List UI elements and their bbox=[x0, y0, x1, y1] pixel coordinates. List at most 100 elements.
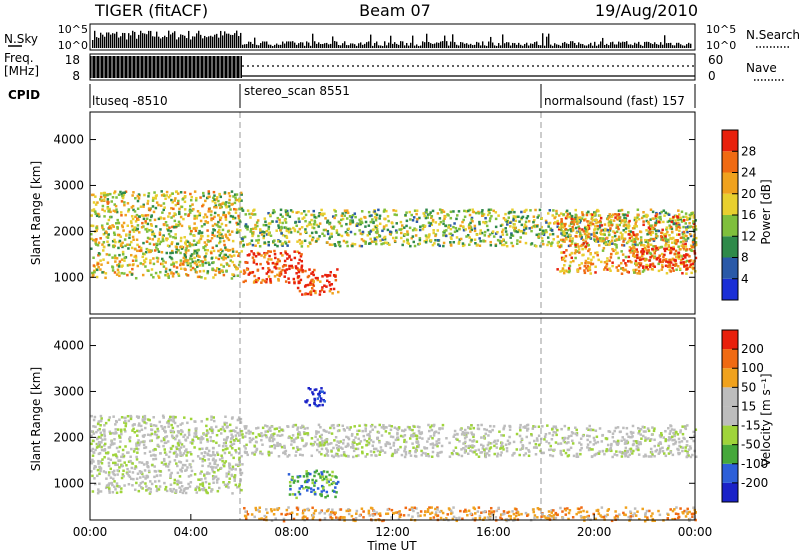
heatmap-cell bbox=[231, 492, 234, 495]
heatmap-cell bbox=[353, 425, 356, 428]
heatmap-cell bbox=[447, 225, 450, 229]
heatmap-cell bbox=[136, 447, 140, 451]
heatmap-cell bbox=[230, 429, 233, 433]
heatmap-cell bbox=[535, 244, 538, 248]
heatmap-cell bbox=[518, 453, 521, 457]
heatmap-cell bbox=[280, 445, 284, 449]
freq-tick-bottom: 8 bbox=[72, 69, 80, 83]
heatmap-cell bbox=[475, 453, 478, 456]
heatmap-cell bbox=[641, 252, 644, 256]
heatmap-cell bbox=[624, 223, 628, 227]
heatmap-cell bbox=[172, 487, 176, 491]
heatmap-cell bbox=[548, 221, 552, 225]
heatmap-cell bbox=[463, 209, 466, 213]
heatmap-cell bbox=[144, 265, 147, 268]
heatmap-cell bbox=[615, 243, 618, 247]
heatmap-cell bbox=[164, 197, 167, 200]
heatmap-cell bbox=[313, 223, 316, 226]
heatmap-cell bbox=[297, 280, 301, 283]
heatmap-cell bbox=[449, 227, 453, 231]
heatmap-cell bbox=[659, 235, 663, 238]
heatmap-cell bbox=[306, 433, 310, 437]
heatmap-cell bbox=[120, 214, 123, 217]
heatmap-cell bbox=[127, 210, 130, 213]
heatmap-cell bbox=[324, 475, 328, 479]
heatmap-cell bbox=[171, 426, 175, 430]
heatmap-cell bbox=[483, 221, 487, 225]
heatmap-cell bbox=[677, 437, 681, 441]
heatmap-cell bbox=[203, 223, 206, 226]
heatmap-cell bbox=[606, 257, 609, 260]
heatmap-cell bbox=[690, 249, 694, 253]
heatmap-cell bbox=[434, 238, 437, 242]
heatmap-cell bbox=[91, 209, 94, 212]
heatmap-cell bbox=[685, 272, 688, 275]
heatmap-cell bbox=[225, 475, 228, 478]
heatmap-cell bbox=[424, 216, 428, 220]
heatmap-cell bbox=[220, 256, 224, 260]
heatmap-cell bbox=[447, 224, 451, 227]
heatmap-cell bbox=[160, 439, 163, 443]
heatmap-cell bbox=[105, 235, 109, 239]
heatmap-cell bbox=[159, 228, 162, 231]
heatmap-cell bbox=[468, 208, 471, 212]
heatmap-cell bbox=[267, 211, 270, 215]
nsky-bar bbox=[498, 43, 500, 48]
heatmap-cell bbox=[657, 220, 661, 224]
nsky-bar bbox=[284, 43, 286, 48]
heatmap-cell bbox=[200, 470, 203, 473]
nsky-bar bbox=[380, 45, 382, 48]
heatmap-cell bbox=[467, 452, 470, 455]
heatmap-cell bbox=[533, 224, 537, 227]
heatmap-cell bbox=[672, 236, 675, 240]
heatmap-cell bbox=[133, 226, 137, 229]
heatmap-cell bbox=[596, 224, 600, 228]
heatmap-cell bbox=[402, 240, 406, 243]
heatmap-cell bbox=[378, 441, 381, 444]
heatmap-cell bbox=[328, 280, 331, 284]
heatmap-cell bbox=[304, 284, 308, 287]
heatmap-cell bbox=[412, 433, 415, 437]
heatmap-cell bbox=[201, 484, 205, 488]
heatmap-cell bbox=[438, 223, 441, 226]
heatmap-cell bbox=[116, 226, 119, 230]
heatmap-cell bbox=[115, 431, 118, 435]
heatmap-cell bbox=[378, 214, 382, 218]
nsky-bar bbox=[358, 43, 360, 48]
heatmap-cell bbox=[152, 457, 155, 461]
nsky-bar bbox=[184, 35, 186, 48]
heatmap-cell bbox=[217, 429, 220, 432]
heatmap-cell bbox=[636, 272, 639, 275]
heatmap-cell bbox=[403, 434, 407, 437]
heatmap-cell bbox=[367, 210, 371, 214]
heatmap-cell bbox=[102, 233, 106, 236]
heatmap-cell bbox=[350, 216, 354, 219]
heatmap-cell bbox=[615, 266, 618, 269]
heatmap-cell bbox=[288, 215, 292, 218]
heatmap-cell bbox=[186, 486, 190, 490]
heatmap-cell bbox=[605, 260, 609, 263]
heatmap-cell bbox=[320, 212, 324, 216]
heatmap-cell bbox=[675, 228, 678, 231]
heatmap-cell bbox=[96, 422, 100, 426]
heatmap-cell bbox=[255, 280, 258, 284]
heatmap-cell bbox=[270, 445, 274, 448]
heatmap-cell bbox=[210, 418, 213, 421]
heatmap-cell bbox=[652, 245, 655, 248]
heatmap-cell bbox=[656, 256, 659, 260]
heatmap-cell bbox=[388, 243, 391, 246]
heatmap-cell bbox=[547, 225, 550, 228]
heatmap-cell bbox=[107, 233, 110, 236]
heatmap-cell bbox=[123, 272, 126, 275]
heatmap-cell bbox=[170, 434, 174, 437]
heatmap-cell bbox=[662, 209, 666, 212]
heatmap-cell bbox=[107, 457, 110, 460]
heatmap-cell bbox=[211, 475, 215, 478]
heatmap-cell bbox=[580, 211, 584, 214]
heatmap-cell bbox=[143, 446, 146, 450]
heatmap-cell bbox=[192, 207, 195, 211]
heatmap-cell bbox=[152, 262, 156, 266]
heatmap-cell bbox=[415, 220, 419, 223]
heatmap-cell bbox=[453, 429, 457, 433]
heatmap-cell bbox=[213, 198, 216, 201]
